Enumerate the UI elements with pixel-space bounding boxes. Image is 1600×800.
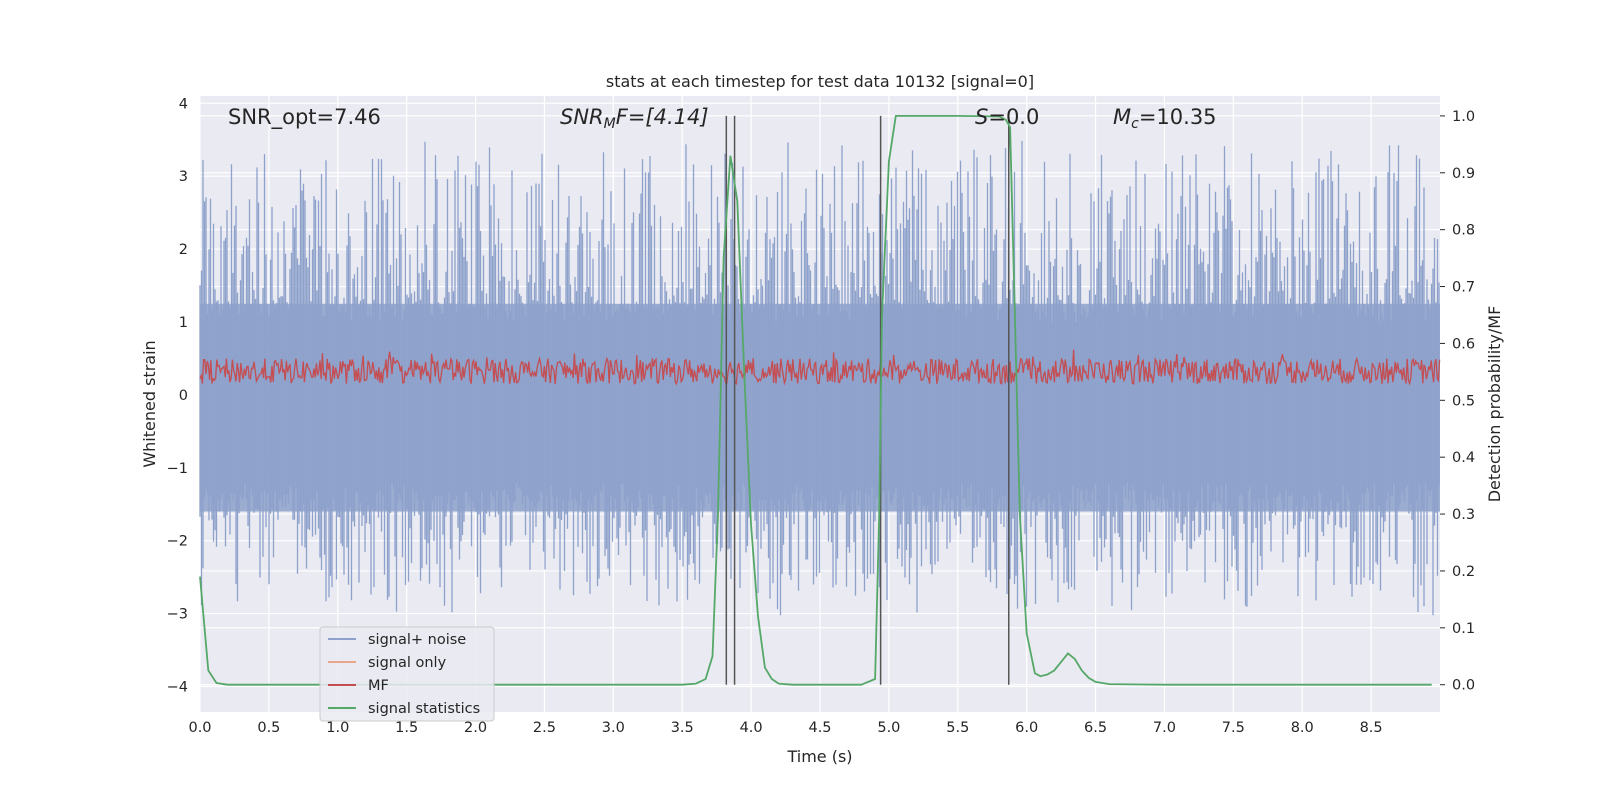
x-tick-label: 4.0 — [740, 720, 763, 736]
y-left-tick-label: −4 — [167, 679, 188, 695]
series-signal-noise — [199, 141, 1440, 616]
y-right-tick-label: 0.5 — [1452, 393, 1475, 409]
annotation-snr-mf: SNRMF=[4.14] — [560, 105, 709, 132]
x-tick-label: 2.5 — [533, 720, 556, 736]
y-right-tick-label: 0.9 — [1452, 166, 1475, 182]
legend: signal+ noise signal only MF signal stat… — [319, 626, 495, 722]
legend-label-signal-noise: signal+ noise — [368, 632, 466, 648]
y-left-tick-label: −2 — [167, 534, 188, 550]
x-tick-label: 2.0 — [464, 720, 487, 736]
y-right-tick-labels: 0.0 0.1 0.2 0.3 0.4 0.5 0.6 0.7 0.8 0.9 1.0 — [1440, 109, 1475, 694]
annotation-snr-opt: SNR_opt=7.46 — [228, 105, 381, 130]
y-left-axis-label: Whitened strain — [140, 340, 159, 467]
y-right-tick-label: 0.1 — [1452, 621, 1475, 637]
y-right-axis-label: Detection probability/MF — [1485, 306, 1504, 503]
legend-label-signal-only: signal only — [368, 655, 447, 671]
mf-trace — [199, 349, 1441, 386]
annotation-s: S=0.0 — [975, 105, 1039, 129]
legend-label-mf: MF — [368, 678, 389, 694]
y-left-tick-label: 3 — [179, 169, 188, 185]
annotation-mc: Mc=10.35 — [1113, 105, 1217, 132]
legend-box — [319, 626, 495, 722]
x-tick-label: 6.5 — [1084, 720, 1107, 736]
x-tick-label: 4.5 — [808, 720, 831, 736]
x-tick-label: 1.0 — [326, 720, 349, 736]
x-tick-label: 1.5 — [395, 720, 418, 736]
annotation-snr-mf-rest: F=[4.14] — [616, 105, 709, 129]
x-tick-label: 0.0 — [188, 720, 211, 736]
y-left-tick-label: 2 — [179, 242, 188, 258]
x-tick-label: 8.5 — [1360, 720, 1383, 736]
annotation-mc-base: M — [1113, 105, 1131, 129]
y-left-tick-label: 4 — [179, 96, 188, 112]
x-tick-label: 5.0 — [877, 720, 900, 736]
y-right-tick-label: 0.8 — [1452, 223, 1475, 239]
x-tick-label: 7.5 — [1222, 720, 1245, 736]
series-mf — [199, 349, 1441, 386]
annotation-mc-rest: =10.35 — [1139, 105, 1217, 129]
x-tick-label: 7.0 — [1153, 720, 1176, 736]
series-signal-statistics-line — [199, 115, 1432, 686]
x-tick-label: 5.5 — [946, 720, 969, 736]
annotation-snr-mf-sub: M — [604, 116, 616, 132]
y-left-tick-label: −1 — [167, 461, 188, 477]
x-axis-label: Time (s) — [786, 747, 852, 766]
y-right-tick-label: 1.0 — [1452, 109, 1475, 125]
y-right-tick-label: 0.6 — [1452, 336, 1475, 352]
y-left-tick-label: −3 — [167, 607, 188, 623]
x-tick-label: 8.0 — [1291, 720, 1314, 736]
annotation-mc-sub: c — [1131, 116, 1139, 132]
chart-title: stats at each timestep for test data 101… — [606, 72, 1034, 91]
y-right-tick-label: 0.0 — [1452, 678, 1475, 694]
x-tick-label: 6.0 — [1015, 720, 1038, 736]
y-right-tick-label: 0.2 — [1452, 564, 1475, 580]
legend-label-signal-statistics: signal statistics — [368, 701, 480, 717]
annotation-s-base: S — [975, 105, 988, 129]
x-tick-label: 3.0 — [602, 720, 625, 736]
signal-noise-trace — [199, 141, 1440, 616]
x-tick-label: 3.5 — [671, 720, 694, 736]
y-right-tick-label: 0.7 — [1452, 280, 1475, 296]
y-left-tick-labels: −4 −3 −2 −1 0 1 2 3 4 — [167, 96, 188, 695]
annotation-s-rest: =0.0 — [988, 105, 1039, 129]
y-right-tick-label: 0.4 — [1452, 450, 1475, 466]
annotation-snr-mf-base: SNR — [560, 105, 604, 129]
y-left-tick-label: 1 — [179, 315, 188, 331]
x-tick-label: 0.5 — [257, 720, 280, 736]
y-right-tick-label: 0.3 — [1452, 507, 1475, 523]
x-tick-labels: 0.0 0.5 1.0 1.5 2.0 2.5 3.0 3.5 4.0 4.5 5.0 5.5 6.0 6… — [188, 720, 1382, 736]
y-left-tick-label: 0 — [179, 388, 188, 404]
